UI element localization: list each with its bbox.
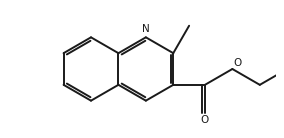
Text: O: O (234, 58, 242, 67)
Text: N: N (142, 24, 150, 34)
Text: O: O (201, 115, 209, 125)
